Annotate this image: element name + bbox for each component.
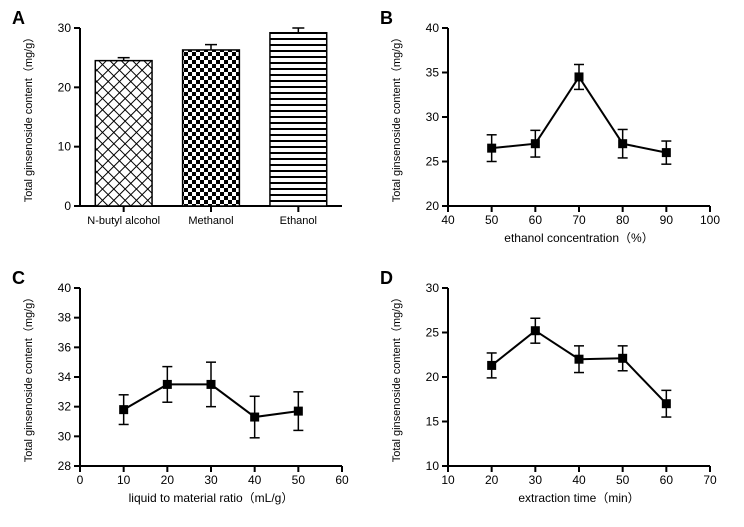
svg-text:Methanol: Methanol	[188, 215, 233, 227]
svg-text:100: 100	[700, 213, 720, 227]
svg-text:25: 25	[426, 326, 440, 340]
svg-text:20: 20	[426, 199, 440, 213]
svg-text:40: 40	[426, 21, 440, 35]
svg-text:20: 20	[161, 473, 175, 487]
svg-text:20: 20	[58, 80, 72, 94]
svg-text:Total ginsenoside content（mg/g: Total ginsenoside content（mg/g）	[22, 292, 35, 463]
svg-text:60: 60	[529, 213, 543, 227]
svg-text:32: 32	[58, 400, 72, 414]
svg-text:Ethanol: Ethanol	[280, 215, 317, 227]
svg-text:Total ginsenoside content（mg/g: Total ginsenoside content（mg/g）	[22, 32, 35, 203]
svg-text:30: 30	[204, 473, 218, 487]
svg-text:30: 30	[426, 281, 440, 295]
svg-text:10: 10	[441, 473, 455, 487]
figure-container: A B C D 0102030N-butyl alcoholMethanolEt…	[0, 0, 744, 527]
svg-text:15: 15	[426, 415, 440, 429]
svg-text:90: 90	[660, 213, 674, 227]
svg-text:ethanol concentration（%）: ethanol concentration（%）	[504, 231, 653, 245]
svg-text:60: 60	[660, 473, 674, 487]
svg-text:50: 50	[616, 473, 630, 487]
panel-a-bar-chart: 0 10 20 30 N-butyl alcohol Methanol Ethanol Tot…	[12, 8, 362, 256]
svg-text:34: 34	[58, 370, 72, 384]
svg-text:20: 20	[485, 473, 499, 487]
svg-text:Total ginsenoside content（mg/g: Total ginsenoside content（mg/g）	[390, 32, 403, 203]
svg-text:25: 25	[426, 155, 440, 169]
svg-text:30: 30	[529, 473, 543, 487]
svg-text:40: 40	[248, 473, 262, 487]
svg-text:30: 30	[58, 429, 72, 443]
svg-text:30: 30	[58, 21, 72, 35]
svg-text:28: 28	[58, 459, 72, 473]
svg-text:40: 40	[441, 213, 455, 227]
svg-text:N-butyl alcohol: N-butyl alcohol	[87, 215, 160, 227]
svg-text:36: 36	[58, 340, 72, 354]
svg-text:10: 10	[58, 140, 72, 154]
svg-text:0: 0	[64, 199, 71, 213]
svg-text:50: 50	[485, 213, 499, 227]
panel-d-line-chart: 10 15 20 25 30 10 20 30 40 50 60 70 Total ginsenosid…	[380, 268, 730, 516]
svg-text:35: 35	[426, 66, 440, 80]
panel-c-line-chart: 28 30 32 34 36 38 40 0 10 20 30 40 50 60 Total ginseno…	[12, 268, 362, 516]
svg-text:30: 30	[426, 110, 440, 124]
svg-text:70: 70	[703, 473, 717, 487]
svg-text:10: 10	[117, 473, 131, 487]
svg-text:0: 0	[77, 473, 84, 487]
panel-b-line-chart: 20 25 30 35 40 40 50 60 70 80 90 100 Total ginsenosi…	[380, 8, 730, 256]
svg-text:Total ginsenoside content（mg/g: Total ginsenoside content（mg/g）	[390, 292, 403, 463]
svg-text:70: 70	[572, 213, 586, 227]
svg-text:10: 10	[426, 459, 440, 473]
svg-text:40: 40	[58, 281, 72, 295]
svg-text:80: 80	[616, 213, 630, 227]
svg-text:40: 40	[572, 473, 586, 487]
svg-text:extraction time（min）: extraction time（min）	[518, 491, 639, 505]
svg-text:60: 60	[335, 473, 349, 487]
svg-text:50: 50	[292, 473, 306, 487]
svg-text:liquid to material ratio（mL/g）: liquid to material ratio（mL/g）	[129, 491, 294, 505]
svg-text:38: 38	[58, 311, 72, 325]
svg-text:20: 20	[426, 370, 440, 384]
